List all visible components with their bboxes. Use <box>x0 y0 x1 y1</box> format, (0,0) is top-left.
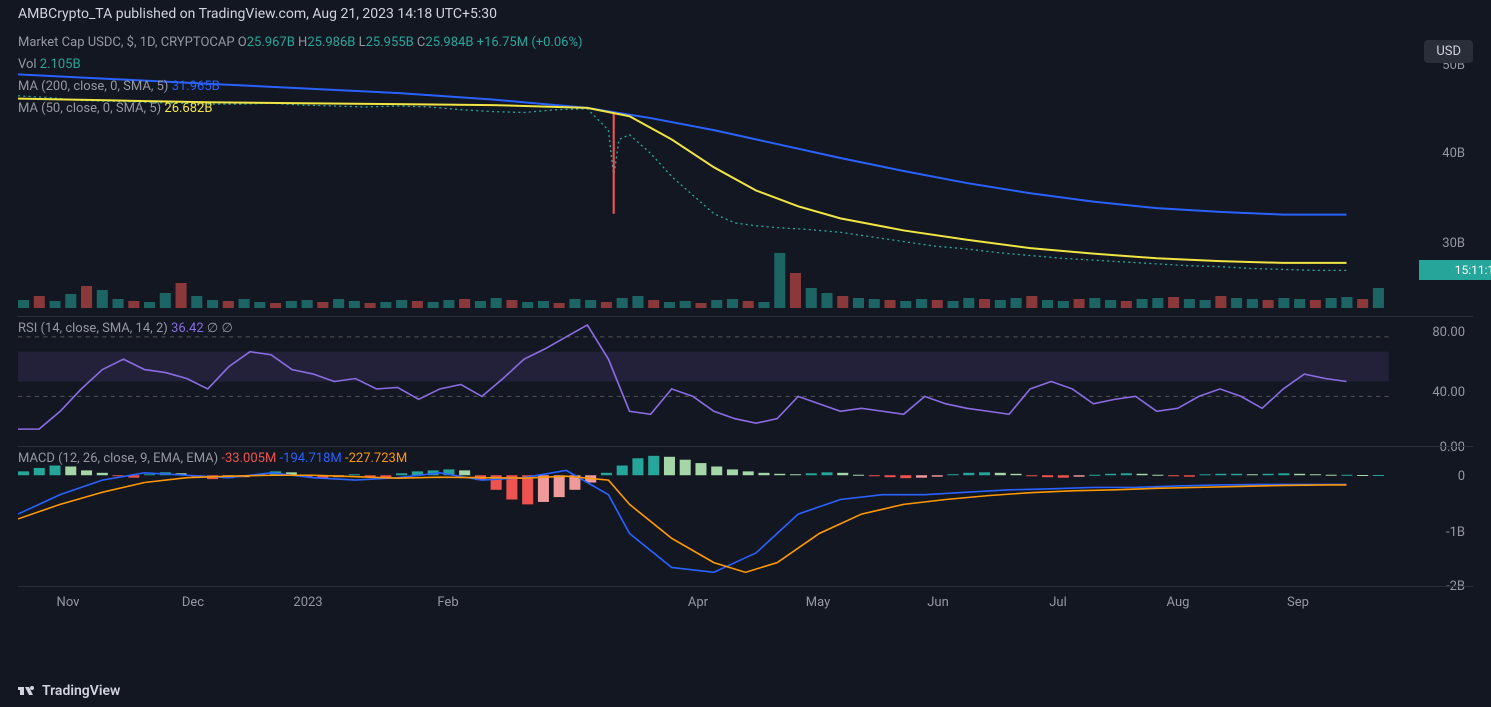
macd-v1: -33.005M <box>221 451 276 466</box>
vol-label: Vol <box>18 57 37 72</box>
symbol-label: Market Cap USDC, $, 1D, CRYPTOCAP <box>18 35 235 50</box>
footer-brand: TradingView <box>42 683 120 699</box>
macd-panel[interactable]: MACD (12, 26, close, 9, EMA, EMA) -33.00… <box>18 446 1473 586</box>
macd-v3: -227.723M <box>345 451 407 466</box>
macd-label: MACD (12, 26, close, 9, EMA, EMA) <box>18 451 218 466</box>
macd-y-axis: 0-1B-2B <box>1393 447 1473 586</box>
ohlc-o: 25.967B <box>247 35 295 50</box>
rsi-value: 36.42 <box>171 321 204 336</box>
currency-button[interactable]: USD <box>1424 40 1473 63</box>
header-publisher: AMBCrypto_TA published on TradingView.co… <box>0 0 1491 28</box>
ma200-value: 31.965B <box>172 79 220 94</box>
main-legend: Market Cap USDC, $, 1D, CRYPTOCAP O25.96… <box>18 32 583 120</box>
ma50-label: MA (50, close, 0, SMA, 5) <box>18 101 161 116</box>
rsi-chart-svg <box>18 317 1473 446</box>
rsi-null1: ∅ <box>207 321 218 336</box>
macd-v2: -194.718M <box>280 451 342 466</box>
macd-legend: MACD (12, 26, close, 9, EMA, EMA) -33.00… <box>18 451 407 466</box>
rsi-y-axis: 80.0040.000.00 <box>1393 317 1473 446</box>
ohlc-pct: (+0.06%) <box>531 35 582 50</box>
macd-chart-svg <box>18 447 1473 586</box>
tv-logo-icon <box>18 684 36 698</box>
tradingview-logo: TradingView <box>18 683 120 699</box>
rsi-label: RSI (14, close, SMA, 14, 2) <box>18 321 168 336</box>
rsi-legend: RSI (14, close, SMA, 14, 2) 36.42 ∅ ∅ <box>18 321 233 336</box>
time-axis: NovDec2023FebAprMayJunJulAugSep <box>18 586 1473 616</box>
ohlc-change: +16.75M <box>477 35 528 50</box>
ohlc-h: 25.986B <box>307 35 355 50</box>
main-chart-panel[interactable]: Market Cap USDC, $, 1D, CRYPTOCAP O25.96… <box>18 28 1473 308</box>
countdown-badge: 15:11:16 <box>1419 260 1491 280</box>
rsi-panel[interactable]: RSI (14, close, SMA, 14, 2) 36.42 ∅ ∅ 80… <box>18 316 1473 446</box>
ma50-value: 26.682B <box>164 101 212 116</box>
ohlc-c: 25.984B <box>425 35 473 50</box>
ohlc-l: 25.955B <box>366 35 414 50</box>
rsi-null2: ∅ <box>221 321 232 336</box>
ma200-label: MA (200, close, 0, SMA, 5) <box>18 79 168 94</box>
vol-value: 2.105B <box>40 57 81 72</box>
